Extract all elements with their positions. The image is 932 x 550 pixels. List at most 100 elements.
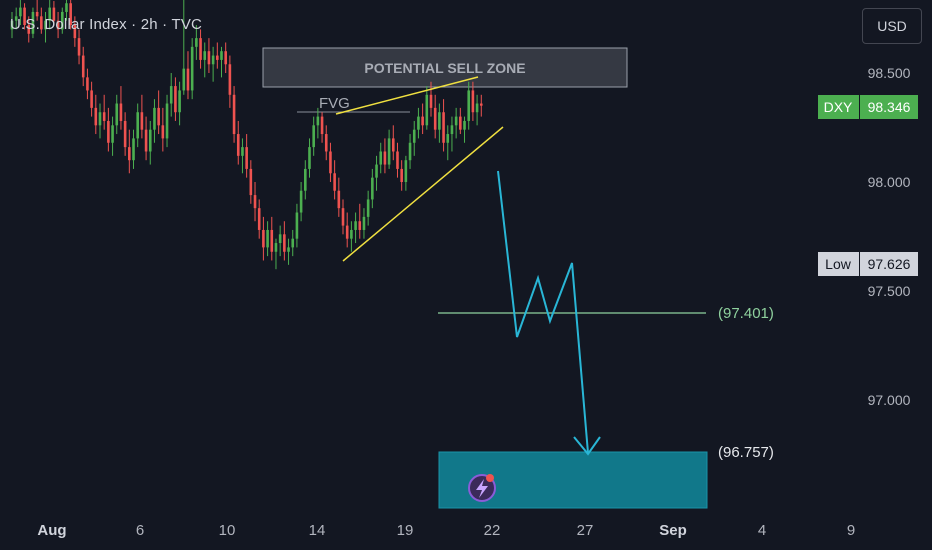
- candlestick-series: [10, 0, 483, 270]
- candle: [48, 0, 52, 30]
- candle: [425, 86, 429, 130]
- candle: [182, 0, 186, 95]
- candle: [287, 238, 290, 265]
- candle: [81, 46, 85, 87]
- target-2-label: (96.757): [718, 444, 774, 461]
- wedge-lower-trendline[interactable]: [342, 126, 504, 262]
- candle: [35, 0, 39, 21]
- candle: [345, 212, 349, 248]
- candle: [207, 38, 211, 73]
- candle: [31, 7, 35, 39]
- potential-sell-zone: [262, 47, 628, 88]
- candle: [148, 120, 152, 165]
- candle: [408, 134, 412, 169]
- candle: [350, 221, 353, 252]
- low-price-tag: Low 97.626: [818, 252, 918, 276]
- candle: [467, 81, 471, 130]
- candle: [442, 99, 445, 152]
- candle: [257, 199, 261, 239]
- candle: [60, 7, 64, 34]
- candle: [387, 129, 391, 169]
- candle: [115, 94, 119, 135]
- candle: [270, 216, 274, 261]
- candle: [40, 7, 43, 34]
- price-axis[interactable]: 98.500 98.000 97.500 97.000: [868, 65, 911, 408]
- candle: [69, 0, 72, 30]
- candle: [337, 177, 341, 217]
- candle: [433, 94, 437, 139]
- candle: [190, 38, 194, 100]
- candle: [65, 0, 68, 21]
- candle: [157, 90, 160, 135]
- candle: [128, 129, 131, 174]
- candle: [391, 125, 395, 161]
- x-tick-label: 19: [397, 522, 414, 539]
- candle: [362, 208, 366, 239]
- candle: [86, 68, 89, 100]
- candle: [262, 216, 265, 261]
- candle: [73, 16, 77, 47]
- candle: [94, 94, 98, 135]
- x-tick-label: 6: [136, 522, 144, 539]
- candle: [132, 129, 135, 169]
- candle: [329, 142, 332, 182]
- x-tick-label: 10: [219, 522, 236, 539]
- x-tick-label: 9: [847, 522, 855, 539]
- candle: [412, 120, 416, 156]
- candle: [341, 199, 345, 235]
- current-price-value: 98.346: [868, 99, 911, 115]
- candle: [123, 112, 127, 156]
- y-tick-label: 97.000: [868, 392, 911, 408]
- candle: [203, 42, 207, 78]
- wedge-upper-trendline[interactable]: [335, 76, 479, 115]
- lightning-logo-icon[interactable]: [468, 474, 496, 502]
- x-tick-label: 4: [758, 522, 766, 539]
- candle: [333, 160, 336, 200]
- candle: [186, 51, 190, 100]
- candle: [249, 160, 253, 204]
- candle: [165, 94, 169, 148]
- candle: [471, 81, 475, 121]
- candle: [245, 134, 248, 178]
- candle: [396, 142, 399, 178]
- candle: [228, 55, 232, 108]
- current-price-symbol: DXY: [824, 99, 853, 115]
- candle: [291, 229, 295, 257]
- currency-button[interactable]: USD: [862, 8, 922, 44]
- candle: [52, 1, 56, 26]
- candle: [417, 107, 420, 139]
- candle: [199, 29, 202, 69]
- candle: [320, 112, 324, 143]
- symbol-title: U.S. Dollar Index · 2h · TVC: [10, 16, 203, 33]
- candle: [174, 77, 177, 121]
- candle: [44, 11, 47, 43]
- candle: [119, 86, 123, 130]
- candle: [366, 190, 370, 226]
- candle: [90, 81, 93, 117]
- candle: [463, 116, 466, 143]
- candle: [459, 107, 462, 135]
- candle: [266, 221, 269, 257]
- candle: [224, 42, 227, 73]
- candle: [236, 120, 240, 165]
- candle: [169, 73, 173, 117]
- candle: [23, 3, 26, 30]
- candle: [211, 46, 215, 82]
- x-tick-label: Sep: [659, 522, 687, 539]
- candle: [136, 103, 139, 148]
- x-tick-label: 22: [484, 522, 501, 539]
- candle: [10, 11, 14, 39]
- fvg-label: FVG: [319, 95, 350, 112]
- candle: [450, 116, 454, 152]
- x-tick-label: Aug: [37, 522, 66, 539]
- time-axis[interactable]: Aug 6 10 14 19 22 27 Sep 4 9: [37, 522, 855, 539]
- candle: [438, 103, 441, 143]
- candle: [429, 81, 433, 117]
- low-price-value: 97.626: [868, 256, 911, 272]
- projection-arrowhead-icon: [573, 436, 601, 456]
- candle: [140, 94, 144, 139]
- candle: [220, 46, 223, 78]
- candle: [404, 155, 408, 191]
- y-tick-label: 98.500: [868, 65, 911, 81]
